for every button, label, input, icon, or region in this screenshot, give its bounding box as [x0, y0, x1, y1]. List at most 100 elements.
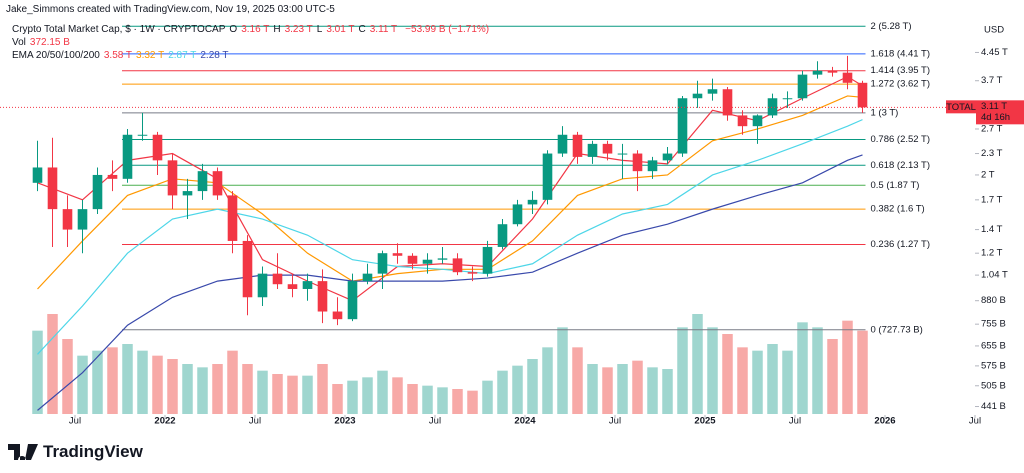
candle-body: [317, 281, 328, 312]
volume-bar: [77, 355, 88, 414]
candle-body: [782, 98, 793, 100]
candle-body: [182, 191, 193, 196]
y-tick-label: 655 B: [981, 340, 1006, 351]
ohlc-value: 3.23 T: [284, 24, 313, 35]
ema-line: [37, 75, 863, 302]
candle-body: [692, 93, 703, 99]
fib-label: 1.618 (4.41 T): [871, 48, 931, 59]
candle-body: [362, 273, 373, 282]
volume-bar: [782, 350, 793, 414]
ema-value: 3.32 T: [136, 50, 165, 61]
volume-bar: [422, 385, 433, 414]
volume-bar: [212, 364, 223, 414]
y-tick-label: 1.04 T: [981, 270, 1008, 281]
candle-body: [647, 160, 658, 172]
candle-body: [167, 160, 178, 196]
volume-bar: [497, 370, 508, 414]
volume-bar: [707, 327, 718, 414]
ema-line: [37, 154, 863, 411]
fib-label: 0.786 (2.52 T): [871, 134, 931, 145]
y-tick-label: 505 B: [981, 380, 1006, 391]
volume-legend: Vol 372.15 B: [12, 37, 74, 48]
volume-bar: [167, 359, 178, 414]
x-tick-label: Jul: [789, 416, 801, 427]
candle-body: [752, 115, 763, 127]
candle-body: [287, 284, 298, 289]
ohlc-item: H 3.23 T: [273, 24, 312, 35]
volume-bar: [137, 350, 148, 414]
fib-label: 2 (5.28 T): [871, 21, 912, 32]
candle-body: [392, 253, 403, 256]
volume-bar: [827, 339, 838, 414]
candle-body: [257, 273, 268, 298]
ohlc-value: 3.11 T: [369, 24, 398, 35]
volume-bar: [467, 390, 478, 414]
ohlc-value: 3.16 T: [241, 24, 270, 35]
y-tick-label: 755 B: [981, 319, 1006, 330]
volume-bar: [302, 375, 313, 414]
candle-body: [542, 153, 553, 200]
ema-value: 3.58 T: [103, 50, 133, 61]
countdown: 4d 16h: [981, 112, 1010, 123]
y-tick-label: 4.45 T: [981, 47, 1008, 58]
volume-bar: [572, 347, 583, 414]
logo: TradingView: [8, 442, 143, 462]
volume-bar: [452, 389, 463, 414]
ema-name: EMA 20/50/100/200: [12, 50, 100, 61]
volume-bar: [542, 347, 553, 414]
candle-body: [857, 82, 868, 108]
volume-bar: [647, 367, 658, 414]
candle-body: [662, 153, 673, 161]
volume-bar: [257, 370, 268, 414]
candle-body: [842, 72, 853, 83]
ohlc-item: O 3.16 T: [229, 24, 269, 35]
volume-bar: [797, 322, 808, 414]
candle-body: [47, 167, 58, 210]
volume-bar: [617, 364, 628, 414]
candle-body: [812, 70, 823, 75]
candle-body: [797, 74, 808, 99]
volume-bar: [767, 344, 778, 414]
volume-bar: [602, 367, 613, 414]
ema-value: 2.28 T: [200, 50, 229, 61]
volume-bar: [812, 327, 823, 414]
volume-bar: [737, 347, 748, 414]
logo-text: TradingView: [43, 442, 143, 461]
candle-body: [422, 259, 433, 264]
candle-body: [617, 153, 628, 155]
candle-body: [377, 253, 388, 274]
y-tick-label: 1.2 T: [981, 248, 1003, 259]
ohlc-key: C: [358, 24, 366, 35]
volume-bar: [527, 359, 538, 414]
x-tick-label: Jul: [69, 416, 81, 427]
candle-body: [827, 70, 838, 73]
x-tick-label: 2025: [694, 416, 716, 427]
volume-bar: [752, 350, 763, 414]
candle-body: [212, 171, 223, 196]
ema-value: 2.87 T: [168, 50, 197, 61]
volume-value: 372.15 B: [29, 37, 70, 48]
candle-body: [707, 89, 718, 94]
volume-bar: [182, 364, 193, 414]
volume-bar: [92, 350, 103, 414]
fib-label: 0.5 (1.87 T): [871, 180, 920, 191]
candle-body: [527, 199, 538, 205]
y-tick-label: 1.4 T: [981, 224, 1003, 235]
volume-bar: [722, 334, 733, 414]
candle-body: [602, 143, 613, 154]
x-tick-label: Jul: [609, 416, 621, 427]
ema-line: [37, 95, 863, 290]
candle-body: [572, 134, 583, 157]
fib-label: 0.236 (1.27 T): [871, 239, 931, 250]
candle-body: [332, 311, 343, 320]
volume-bar: [512, 365, 523, 414]
x-tick-label: Jul: [249, 416, 261, 427]
candle-body: [62, 209, 73, 230]
candle-body: [137, 134, 148, 136]
candle-body: [122, 134, 133, 179]
volume-bar: [197, 367, 208, 414]
volume-bar: [857, 330, 868, 414]
candle-body: [737, 115, 748, 127]
candle-body: [347, 281, 358, 320]
candle-body: [557, 134, 568, 154]
